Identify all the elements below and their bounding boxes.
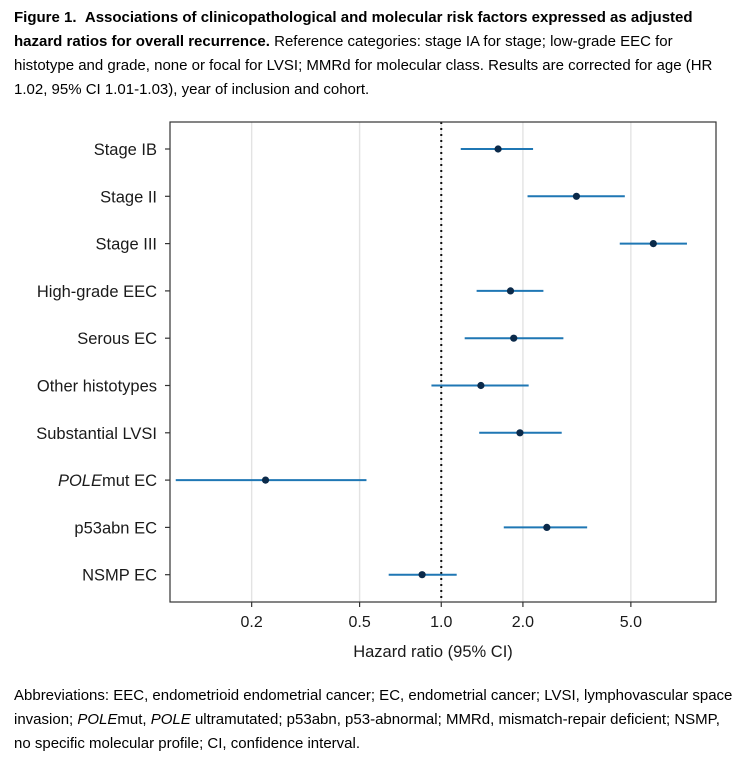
hr-point: [543, 523, 551, 531]
x-tick-label: 1.0: [430, 614, 452, 631]
hr-point: [477, 381, 485, 390]
row-label: Other histotypes: [37, 378, 157, 396]
row-label: High-grade EEC: [37, 283, 157, 301]
row-label: Stage III: [96, 236, 157, 254]
hr-point: [494, 145, 502, 153]
row-label: Stage IB: [94, 141, 157, 159]
hr-point: [649, 240, 657, 248]
row-label: NSMP EC: [82, 567, 157, 585]
abbreviations-footnote: Abbreviations: EEC, endometrioid endomet…: [14, 684, 734, 756]
hr-point: [261, 476, 270, 484]
x-tick-label: 2.0: [512, 614, 534, 631]
forest-plot: 0.2 0.5 1.0 2.0 5.0 Hazard ratio (95% CI) Stag…: [36, 121, 717, 661]
footnote-text-3: ultramutated; p53abn, p53-abnormal; MMRd…: [14, 711, 720, 752]
hr-point: [418, 571, 426, 579]
footnote-text-1: Abbreviations: EEC, endometrioid endomet…: [14, 687, 733, 728]
x-tick-label: 5.0: [620, 614, 642, 631]
row-label: Serous EC: [77, 330, 157, 348]
footnote-pole-2: POLE: [150, 711, 191, 728]
row-label: p53abn EC: [74, 519, 157, 537]
hr-point: [510, 334, 518, 342]
x-tick-label: 0.5: [348, 614, 370, 631]
hr-point: [572, 192, 581, 200]
row-label: Stage II: [100, 188, 157, 206]
figure-label: Figure 1.: [14, 9, 77, 26]
figure-caption-text: Reference categories: stage IA for stage…: [14, 33, 713, 98]
plot-panel-border: [169, 121, 717, 603]
hr-point: [516, 429, 524, 437]
figure-title: Associations of clinicopathological and …: [14, 9, 693, 50]
figure-caption: Figure 1. Associations of clinicopatholo…: [14, 6, 730, 102]
footnote-text-2: mut,: [117, 711, 151, 728]
x-axis-title: Hazard ratio (95% CI): [353, 643, 513, 661]
footnote-pole-1: POLE: [77, 711, 118, 728]
row-label: POLEmut EC: [58, 472, 157, 490]
row-label: Substantial LVSI: [36, 425, 157, 443]
hr-point: [506, 287, 515, 295]
x-tick-label: 0.2: [241, 614, 263, 631]
